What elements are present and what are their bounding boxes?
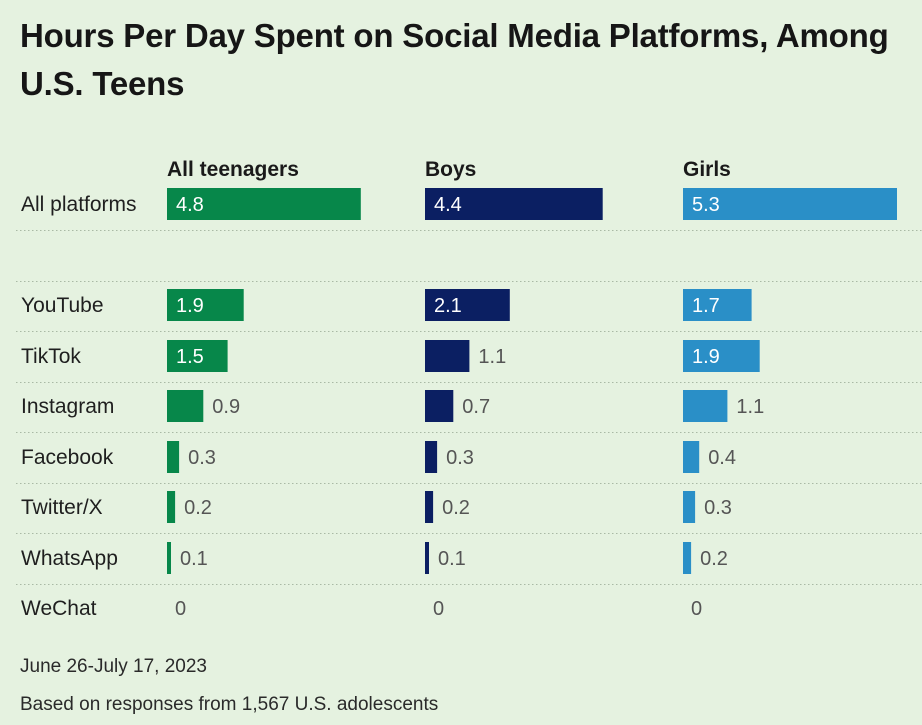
bar: [683, 188, 897, 220]
category-label: WhatsApp: [21, 547, 118, 570]
bar: [683, 441, 700, 473]
bar: [425, 542, 429, 574]
bar: [167, 390, 204, 422]
value-label: 1.5: [176, 346, 204, 368]
bar: [167, 491, 176, 523]
value-label: 4.8: [176, 194, 204, 216]
category-label: WeChat: [21, 597, 97, 620]
group-header-1: Boys: [425, 158, 476, 181]
category-label: Instagram: [21, 395, 114, 418]
bar: [425, 188, 603, 220]
value-label: 0: [433, 598, 444, 620]
category-label: All platforms: [21, 193, 137, 216]
bar: [683, 390, 728, 422]
category-label: TikTok: [21, 345, 81, 368]
chart-title: Hours Per Day Spent on Social Media Plat…: [20, 17, 889, 102]
value-label: 0.3: [188, 447, 216, 469]
bar: [167, 340, 228, 372]
bar: [167, 188, 361, 220]
bar: [425, 441, 438, 473]
value-label: 0.7: [462, 396, 490, 418]
value-label: 0.2: [700, 548, 728, 570]
category-label: Facebook: [21, 446, 114, 469]
value-label: 4.4: [434, 194, 462, 216]
bar: [683, 542, 692, 574]
value-label: 0: [691, 598, 702, 620]
value-label: 5.3: [692, 194, 720, 216]
bar: [683, 289, 752, 321]
date-note: June 26-July 17, 2023: [20, 656, 207, 677]
grouped-bar-chart: All teenagers Boys Girls All platforms YouTu…: [16, 158, 922, 620]
bar: [425, 289, 510, 321]
bar: [425, 491, 434, 523]
value-label: 0.4: [708, 447, 736, 469]
group-header-0: All teenagers: [167, 158, 299, 181]
value-label: 1.1: [478, 346, 506, 368]
value-label: 1.9: [176, 295, 204, 317]
value-label: 0.9: [212, 396, 240, 418]
value-label: 1.1: [736, 396, 764, 418]
value-label: 0.1: [438, 548, 466, 570]
value-label: 0.2: [442, 497, 470, 519]
bar: [167, 441, 180, 473]
bar: [425, 340, 470, 372]
value-label: 1.7: [692, 295, 720, 317]
value-label: 2.1: [434, 295, 462, 317]
category-label: Twitter/X: [21, 496, 103, 519]
value-label: 0.3: [446, 447, 474, 469]
bar: [683, 340, 760, 372]
group-header-2: Girls: [683, 158, 731, 181]
value-label: 0.1: [180, 548, 208, 570]
value-label: 0.3: [704, 497, 732, 519]
sample-note: Based on responses from 1,567 U.S. adole…: [20, 694, 439, 715]
value-label: 0.2: [184, 497, 212, 519]
bar: [425, 390, 454, 422]
category-label: YouTube: [21, 294, 104, 317]
bar: [167, 542, 171, 574]
bar: [167, 289, 244, 321]
bar: [683, 491, 696, 523]
value-label: 1.9: [692, 346, 720, 368]
value-label: 0: [175, 598, 186, 620]
